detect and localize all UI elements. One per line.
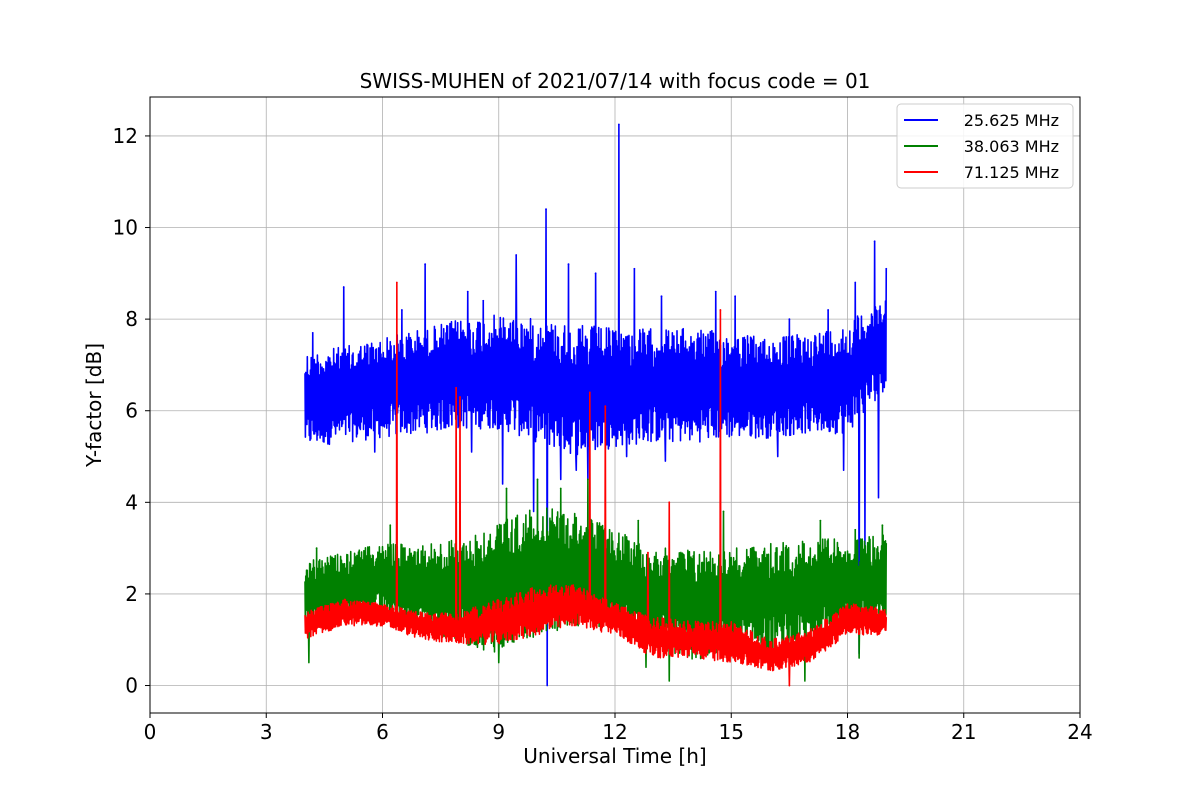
data-point-peak (881, 524, 884, 527)
data-point-peak (389, 524, 392, 527)
data-point-peak (395, 281, 398, 284)
data-point-peak (719, 309, 722, 311)
data-point-peak (311, 331, 314, 334)
x-tick-label: 3 (260, 720, 273, 744)
y-tick-label: 0 (125, 674, 138, 698)
data-point-peak (515, 254, 518, 256)
data-point-peak (400, 309, 403, 311)
plot-area (304, 123, 888, 687)
data-point-peak (668, 501, 671, 504)
data-point-peak (885, 267, 888, 270)
x-tick-label: 18 (835, 720, 860, 744)
y-axis-ticks: 0 2 4 6 8 10 12 (113, 124, 150, 698)
series-25-625-mhz (304, 123, 888, 687)
x-axis-label: Universal Time [h] (523, 744, 706, 768)
data-point-peak (594, 272, 597, 275)
x-tick-label: 6 (376, 720, 389, 744)
data-point-peak (788, 318, 791, 321)
data-point-peak (854, 281, 857, 284)
data-point-peak (588, 391, 591, 394)
data-point-peak (505, 487, 508, 490)
y-tick-label: 8 (125, 307, 138, 331)
data-point-peak (455, 386, 458, 389)
y-tick-label: 6 (125, 399, 138, 423)
data-point-peak (604, 405, 607, 408)
chart-title: SWISS-MUHEN of 2021/07/14 with focus cod… (360, 69, 871, 93)
y-tick-label: 2 (125, 582, 138, 606)
data-point-peak (827, 309, 830, 311)
data-point-peak (459, 396, 461, 398)
data-point-peak (617, 123, 620, 126)
x-tick-label: 9 (492, 720, 505, 744)
data-point-peak (466, 290, 469, 293)
x-tick-label: 21 (951, 720, 976, 744)
series-38-063-mhz (304, 478, 888, 682)
data-point-peak (342, 286, 345, 288)
data-point-peak (424, 263, 427, 266)
x-tick-label: 0 (144, 720, 157, 744)
series-line (304, 478, 888, 682)
legend-label: 25.625 MHz (964, 111, 1059, 130)
x-tick-label: 24 (1067, 720, 1092, 744)
data-point-peak (722, 510, 725, 513)
legend: 25.625 MHz 38.063 MHz 71.125 MHz (896, 103, 1074, 189)
y-tick-label: 12 (113, 124, 138, 148)
data-point-peak (559, 487, 562, 490)
legend-label: 71.125 MHz (964, 163, 1059, 182)
data-point-peak (315, 547, 318, 550)
data-point-peak (586, 478, 589, 481)
data-point-peak (482, 299, 485, 302)
data-point-peak (567, 263, 570, 266)
data-point-peak (873, 240, 876, 243)
series-71-125-mhz (304, 281, 888, 687)
x-tick-label: 15 (719, 720, 744, 744)
x-axis-ticks: 0 3 6 9 12 15 18 21 24 (144, 713, 1093, 744)
y-tick-label: 10 (113, 216, 138, 240)
data-point-peak (734, 295, 737, 298)
data-point-peak (545, 208, 547, 211)
data-point-peak (647, 551, 649, 554)
data-point-peak (633, 267, 636, 270)
data-point-peak (536, 478, 539, 481)
legend-box (896, 103, 1074, 189)
data-point-peak (660, 295, 663, 298)
data-point-peak (714, 290, 717, 293)
data-point-peak (854, 528, 857, 531)
data-point-peak (788, 684, 791, 687)
y-axis-label: Y-factor [dB] (82, 343, 106, 468)
data-point-peak (819, 519, 822, 522)
y-tick-label: 4 (125, 490, 138, 514)
data-point-peak (637, 519, 640, 522)
x-tick-label: 12 (602, 720, 627, 744)
legend-label: 38.063 MHz (964, 137, 1059, 156)
